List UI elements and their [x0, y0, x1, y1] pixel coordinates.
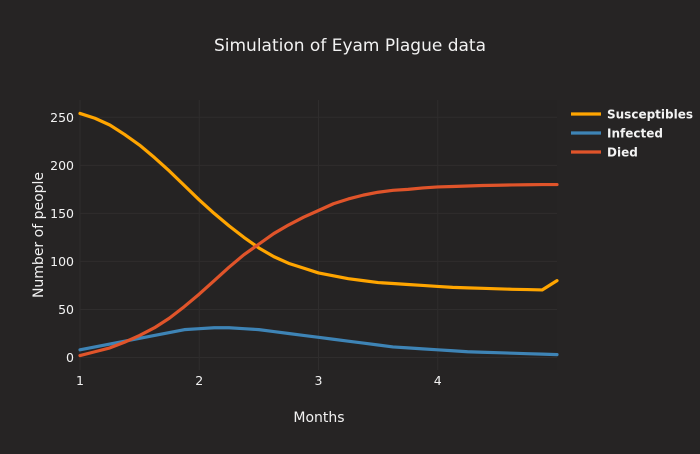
y-tick-label: 250 — [50, 110, 74, 125]
legend-label: Infected — [607, 127, 663, 141]
y-axis-ticks: 0 50 100 150 200 250 — [50, 110, 74, 365]
y-tick-label: 100 — [50, 254, 74, 269]
x-axis-ticks: 1 2 3 4 — [76, 373, 442, 388]
grid-lines — [79, 100, 557, 370]
series-line-died[interactable] — [78, 182, 559, 358]
legend-label: Died — [607, 146, 638, 160]
y-axis-label: Number of people — [31, 172, 47, 298]
y-tick-label: 200 — [50, 158, 74, 173]
series-line-susceptibles[interactable] — [78, 111, 559, 292]
x-axis-label: Months — [293, 410, 344, 426]
x-tick-label: 3 — [315, 373, 323, 388]
legend-label: Susceptibles — [607, 108, 693, 122]
y-tick-label: 150 — [50, 206, 74, 221]
x-tick-label: 1 — [76, 373, 84, 388]
x-tick-label: 2 — [195, 373, 203, 388]
legend[interactable]: Susceptibles Infected Died — [571, 108, 693, 160]
chart-title: Simulation of Eyam Plague data — [214, 36, 486, 56]
y-tick-label: 0 — [66, 350, 74, 365]
series-layer — [78, 111, 559, 358]
y-tick-label: 50 — [58, 302, 74, 317]
legend-item-infected[interactable]: Infected — [571, 127, 663, 141]
series-line-infected[interactable] — [78, 326, 559, 357]
x-tick-label: 4 — [434, 373, 442, 388]
legend-item-died[interactable]: Died — [571, 146, 638, 160]
legend-item-susceptibles[interactable]: Susceptibles — [571, 108, 693, 122]
